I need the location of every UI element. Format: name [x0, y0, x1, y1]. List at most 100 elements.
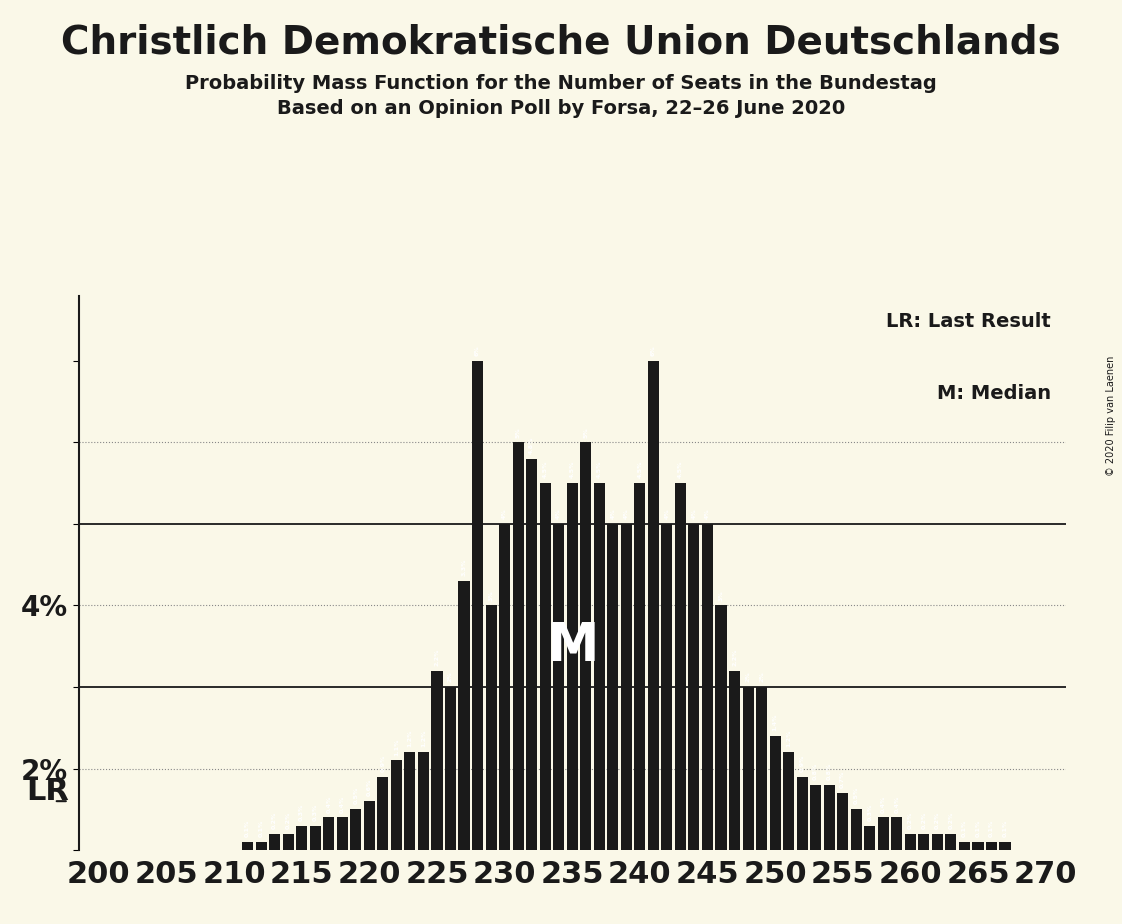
Text: 0.1%: 0.1% — [1003, 820, 1008, 837]
Text: 5%: 5% — [583, 427, 588, 438]
Bar — [620, 524, 632, 850]
Bar — [567, 483, 578, 850]
Text: 4%: 4% — [624, 508, 628, 519]
Text: 0.1%: 0.1% — [975, 820, 981, 837]
Text: 3.3%: 3.3% — [461, 559, 467, 577]
Bar — [1000, 842, 1011, 850]
Bar — [390, 760, 402, 850]
Text: M: M — [546, 620, 598, 673]
Bar — [513, 443, 524, 850]
Bar — [824, 784, 835, 850]
Bar — [783, 752, 794, 850]
Text: Based on an Opinion Poll by Forsa, 22–26 June 2020: Based on an Opinion Poll by Forsa, 22–26… — [277, 99, 845, 118]
Bar — [647, 361, 659, 850]
Text: Probability Mass Function for the Number of Seats in the Bundestag: Probability Mass Function for the Number… — [185, 74, 937, 93]
Text: 0.2%: 0.2% — [948, 811, 954, 829]
Bar — [661, 524, 672, 850]
Text: 1.2%: 1.2% — [421, 730, 426, 748]
Bar — [850, 809, 862, 850]
Text: 0.2%: 0.2% — [273, 811, 277, 829]
Bar — [553, 524, 564, 850]
Bar — [877, 818, 889, 850]
Text: 0.9%: 0.9% — [800, 754, 804, 772]
Text: 4.5%: 4.5% — [637, 461, 643, 479]
Bar — [837, 793, 848, 850]
Bar — [891, 818, 902, 850]
Bar — [918, 833, 929, 850]
Text: 4.5%: 4.5% — [597, 461, 601, 479]
Bar — [310, 826, 321, 850]
Bar — [729, 671, 741, 850]
Text: 2%: 2% — [745, 672, 751, 682]
Text: 0.4%: 0.4% — [327, 796, 331, 812]
Text: 0.1%: 0.1% — [962, 820, 967, 837]
Text: 1.2%: 1.2% — [407, 730, 413, 748]
Bar — [743, 687, 754, 850]
Text: 0.1%: 0.1% — [988, 820, 994, 837]
Text: 4.5%: 4.5% — [543, 461, 548, 479]
Text: 4%: 4% — [557, 508, 561, 519]
Text: 0.2%: 0.2% — [286, 811, 291, 829]
Text: 1.1%: 1.1% — [394, 738, 399, 756]
Bar — [350, 809, 361, 850]
Text: 4.5%: 4.5% — [570, 461, 574, 479]
Text: 4%: 4% — [691, 508, 697, 519]
Bar — [323, 818, 334, 850]
Text: 0.4%: 0.4% — [340, 796, 344, 812]
Text: © 2020 Filip van Laenen: © 2020 Filip van Laenen — [1106, 356, 1116, 476]
Text: 0.5%: 0.5% — [854, 787, 858, 805]
Text: 0.1%: 0.1% — [259, 820, 264, 837]
Bar — [404, 752, 415, 850]
Bar — [417, 752, 429, 850]
Text: 0.7%: 0.7% — [840, 771, 845, 788]
Bar — [932, 833, 942, 850]
Bar — [445, 687, 456, 850]
Text: 0.4%: 0.4% — [881, 796, 885, 812]
Text: 0.2%: 0.2% — [935, 811, 940, 829]
Bar — [973, 842, 984, 850]
Bar — [377, 777, 388, 850]
Bar — [364, 801, 375, 850]
Text: LR: Last Result: LR: Last Result — [886, 312, 1051, 332]
Bar — [810, 784, 821, 850]
Text: 3%: 3% — [718, 590, 724, 601]
Bar — [797, 777, 808, 850]
Bar — [946, 833, 956, 850]
Text: 2%: 2% — [760, 672, 764, 682]
Bar — [486, 605, 497, 850]
Bar — [959, 842, 971, 850]
Text: 1.2%: 1.2% — [787, 730, 791, 748]
Text: 0.2%: 0.2% — [908, 811, 913, 829]
Text: 4%: 4% — [705, 508, 710, 519]
Text: 4%: 4% — [664, 508, 670, 519]
Text: 0.8%: 0.8% — [827, 762, 831, 780]
Bar — [904, 833, 916, 850]
Text: 0.3%: 0.3% — [867, 803, 872, 821]
Bar — [634, 483, 645, 850]
Text: 0.3%: 0.3% — [300, 803, 304, 821]
Bar — [256, 842, 267, 850]
Bar — [269, 833, 280, 850]
Bar — [459, 581, 470, 850]
Bar — [756, 687, 767, 850]
Text: 2.2%: 2.2% — [434, 649, 440, 666]
Text: 5%: 5% — [516, 427, 521, 438]
Bar — [702, 524, 712, 850]
Bar — [986, 842, 997, 850]
Text: LR: LR — [26, 777, 68, 806]
Bar — [296, 826, 307, 850]
Text: 2.2%: 2.2% — [732, 649, 737, 666]
Text: 4.5%: 4.5% — [678, 461, 683, 479]
Bar — [499, 524, 511, 850]
Bar — [674, 483, 686, 850]
Text: 0.1%: 0.1% — [245, 820, 250, 837]
Bar — [540, 483, 551, 850]
Bar — [594, 483, 605, 850]
Text: 4%: 4% — [502, 508, 507, 519]
Text: 4%: 4% — [610, 508, 615, 519]
Bar — [526, 458, 537, 850]
Text: 1.4%: 1.4% — [773, 713, 778, 731]
Bar — [607, 524, 618, 850]
Bar — [689, 524, 699, 850]
Text: 0.8%: 0.8% — [813, 762, 818, 780]
